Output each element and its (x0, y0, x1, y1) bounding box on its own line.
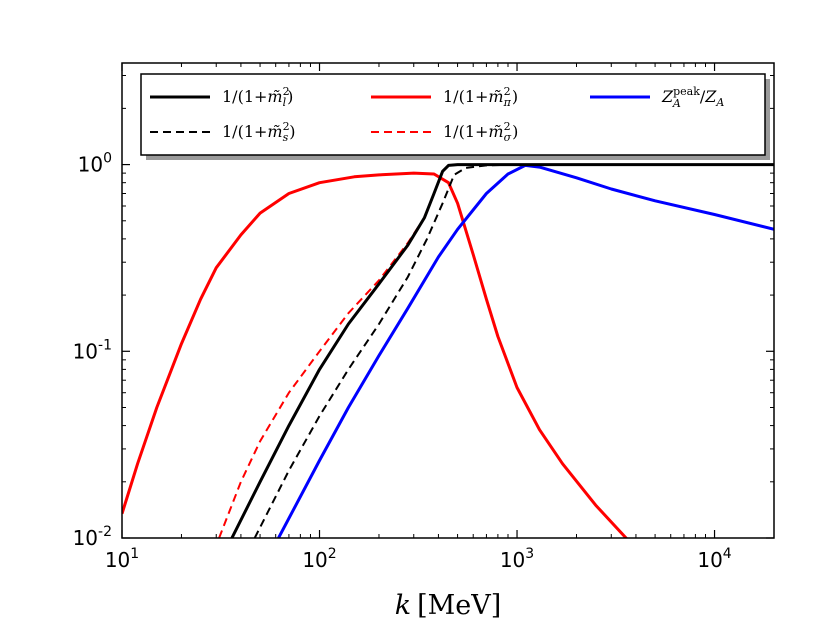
x-axis-unit: [MeV] (417, 590, 501, 621)
y-tick-label: 10-1 (73, 337, 112, 363)
x-axis-title: k [MeV] (395, 590, 502, 621)
legend: 1/(1+m̃2 l) 1/(1+m̃2 s) 1/(1+m̃2 π) 1/(1+m̃2 σ)… (140, 73, 770, 160)
legend-label: 1/(1+m̃2 s) (222, 120, 295, 144)
legend-label: 1/(1+m̃2 π) (443, 85, 518, 109)
legend-label: Zpeak A/ZA (661, 85, 724, 110)
series-line-2 (122, 171, 629, 538)
legend-label: 1/(1+m̃2 σ) (443, 120, 518, 144)
series-line-3 (218, 217, 426, 538)
x-tick-label: 102 (302, 546, 336, 572)
x-axis-symbol: k (395, 590, 411, 621)
x-tick-label: 101 (105, 546, 139, 572)
series-line-0 (230, 163, 774, 538)
series-layer (122, 163, 774, 538)
legend-label: 1/(1+m̃2 l) (222, 85, 293, 109)
tick-labels: 101 102 103 104 10-2 10-1 100 (73, 151, 732, 572)
y-tick-label: 100 (78, 151, 112, 177)
legend-box (140, 73, 766, 156)
x-tick-label: 104 (697, 546, 731, 572)
y-tick-label: 10-2 (73, 524, 112, 550)
plot-frame (121, 62, 775, 539)
x-tick-label: 103 (500, 546, 534, 572)
series-line-4 (277, 163, 774, 538)
legend-entries: 1/(1+m̃2 l) 1/(1+m̃2 s) 1/(1+m̃2 π) 1/(1+m̃2 σ)… (150, 85, 724, 144)
